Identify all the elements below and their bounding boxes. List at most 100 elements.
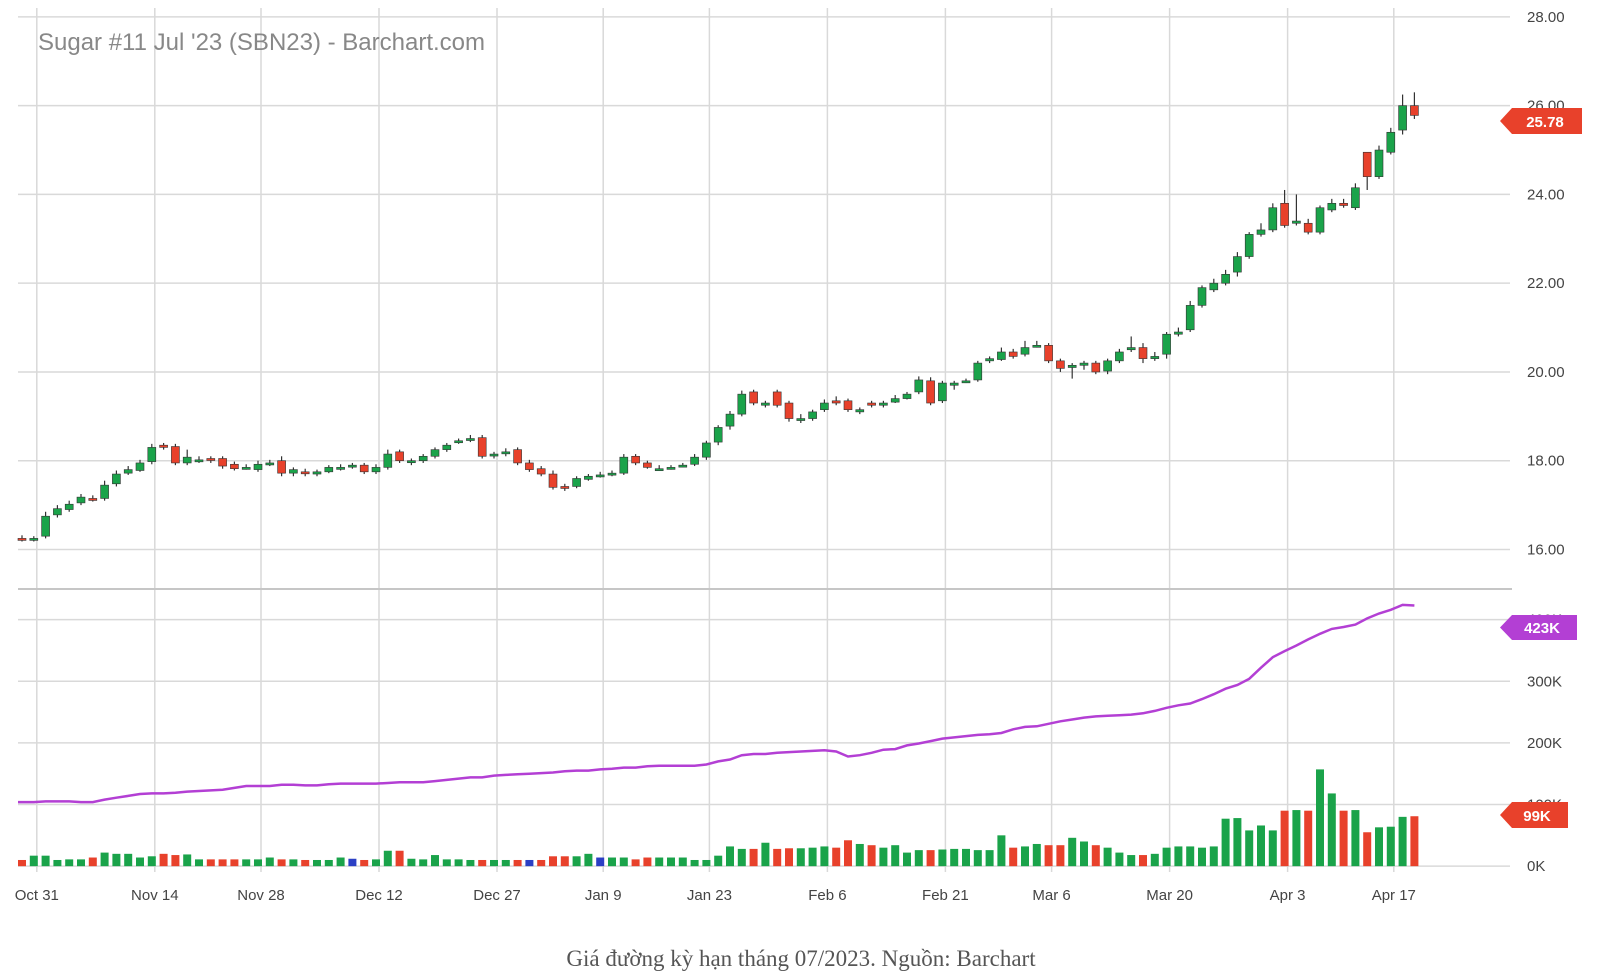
volume-bar bbox=[1174, 846, 1183, 867]
volume-bar bbox=[242, 859, 251, 867]
last-volume-label: 99K bbox=[1523, 808, 1551, 825]
volume-bar bbox=[419, 859, 428, 867]
volume-bar bbox=[1068, 837, 1077, 867]
volume-bar bbox=[88, 857, 97, 867]
volume-tick-label: 300K bbox=[1527, 673, 1562, 690]
last-volume-badge: 99K bbox=[1500, 802, 1568, 828]
candle-body bbox=[973, 362, 983, 381]
candle-body bbox=[1126, 347, 1136, 351]
candle-body bbox=[1162, 333, 1171, 355]
candle-body bbox=[336, 467, 345, 470]
volume-bar bbox=[962, 848, 970, 867]
price-tick-label: 20.00 bbox=[1527, 364, 1565, 381]
volume-bar bbox=[1221, 818, 1230, 867]
candle-body bbox=[218, 458, 227, 467]
volume-bar bbox=[631, 859, 640, 867]
volume-bar bbox=[348, 858, 357, 867]
volume-bar bbox=[1021, 846, 1029, 867]
volume-bar bbox=[1233, 818, 1242, 867]
candle-body bbox=[1374, 149, 1384, 177]
candle-body bbox=[536, 468, 546, 475]
candle-body bbox=[831, 400, 841, 404]
open-interest-badge-shape bbox=[1500, 615, 1577, 640]
volume-bar bbox=[1009, 847, 1018, 867]
last-price-badge: 25.78 bbox=[1500, 108, 1582, 134]
candle-body bbox=[595, 474, 605, 478]
volume-bar bbox=[65, 859, 74, 867]
candle-body bbox=[961, 380, 971, 384]
candle-body bbox=[678, 464, 688, 468]
candle-body bbox=[489, 453, 499, 457]
volume-bar bbox=[1257, 825, 1265, 867]
candle-body bbox=[855, 409, 865, 413]
volume-bar bbox=[997, 835, 1006, 867]
date-tick-label: Feb 21 bbox=[922, 887, 969, 904]
volume-bar bbox=[147, 856, 156, 867]
price-tick-label: 16.00 bbox=[1527, 541, 1565, 558]
candle-body bbox=[643, 462, 652, 468]
candle-body bbox=[477, 437, 487, 457]
volume-bar bbox=[678, 857, 687, 867]
figure-caption: Giá đường kỳ hạn tháng 07/2023. Nguồn: B… bbox=[566, 946, 1036, 971]
candle-body bbox=[1209, 282, 1219, 291]
volume-bar bbox=[230, 859, 239, 867]
candle-body bbox=[454, 440, 463, 444]
candle-body bbox=[631, 455, 640, 464]
candle-body bbox=[1091, 362, 1101, 373]
candle-body bbox=[1315, 207, 1325, 233]
date-tick-label: Apr 17 bbox=[1372, 887, 1416, 904]
candle-body bbox=[194, 459, 204, 463]
volume-bar bbox=[478, 859, 487, 867]
volume-bar bbox=[112, 853, 121, 867]
volume-bar bbox=[749, 848, 758, 867]
volume-bar bbox=[726, 846, 734, 867]
last-volume-badge-shape bbox=[1500, 802, 1568, 828]
volume-bar bbox=[77, 859, 85, 867]
volume-bar bbox=[1245, 830, 1254, 867]
volume-bar bbox=[619, 857, 628, 867]
volume-bar bbox=[667, 857, 675, 867]
volume-tick-label: 0K bbox=[1527, 858, 1545, 875]
volume-bar bbox=[1410, 816, 1419, 867]
candle-body bbox=[29, 538, 39, 541]
candle-body bbox=[867, 402, 876, 406]
volume-bar bbox=[53, 859, 62, 867]
candle-body bbox=[1280, 202, 1289, 226]
open-interest-line bbox=[18, 603, 1415, 804]
price-series bbox=[17, 92, 1419, 542]
volume-bar bbox=[136, 857, 144, 867]
volume-bar bbox=[442, 859, 451, 867]
candle-body bbox=[560, 486, 570, 489]
candle-body bbox=[666, 467, 676, 470]
candle-body bbox=[902, 393, 912, 399]
candle-body bbox=[607, 472, 617, 476]
price-tick-label: 24.00 bbox=[1527, 186, 1565, 203]
volume-bar bbox=[1056, 845, 1065, 867]
candle-body bbox=[1398, 105, 1407, 131]
volume-bar bbox=[855, 843, 864, 867]
volume-bar bbox=[466, 859, 475, 867]
candle-body bbox=[985, 358, 994, 362]
volume-bar bbox=[29, 855, 38, 867]
candle-body bbox=[159, 444, 168, 448]
volume-bar bbox=[1150, 853, 1159, 867]
candle-body bbox=[1303, 222, 1313, 233]
candle-body bbox=[1256, 229, 1266, 235]
volume-bar bbox=[1292, 810, 1301, 867]
candle-body bbox=[997, 351, 1006, 360]
volume-bar bbox=[714, 855, 723, 867]
volume-bar bbox=[336, 857, 345, 867]
candle-body bbox=[430, 449, 440, 457]
candle-body bbox=[359, 464, 369, 473]
candle-body bbox=[265, 462, 275, 466]
volume-bar bbox=[324, 859, 333, 867]
date-tick-label: Apr 3 bbox=[1270, 887, 1306, 904]
volume-bar bbox=[985, 850, 994, 867]
volume-bar bbox=[313, 859, 321, 867]
volume-bar bbox=[737, 848, 746, 867]
candle-body bbox=[1197, 287, 1207, 306]
candle-body bbox=[123, 469, 133, 474]
price-tick-label: 18.00 bbox=[1527, 453, 1565, 470]
candle-body bbox=[41, 515, 50, 537]
volume-tick-label: 200K bbox=[1527, 735, 1562, 752]
